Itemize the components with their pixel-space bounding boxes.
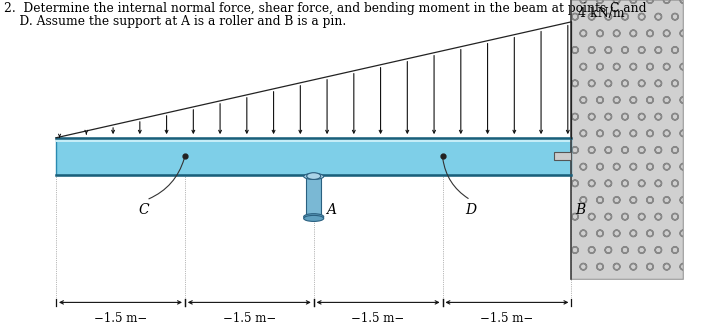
- Text: −1.5 m−: −1.5 m−: [351, 312, 404, 325]
- Ellipse shape: [304, 173, 324, 179]
- Text: 2.  Determine the internal normal force, shear force, and bending moment in the : 2. Determine the internal normal force, …: [4, 2, 646, 15]
- Bar: [571, 0, 683, 279]
- Circle shape: [307, 173, 320, 179]
- Bar: [571, 0, 683, 279]
- Text: C: C: [139, 203, 149, 217]
- Text: −1.5 m−: −1.5 m−: [480, 312, 533, 325]
- Bar: [56, 138, 571, 175]
- Ellipse shape: [304, 214, 324, 220]
- Text: D. Assume the support at A is a roller and B is a pin.: D. Assume the support at A is a roller a…: [4, 15, 346, 28]
- Text: B: B: [575, 203, 585, 217]
- Bar: [306, 175, 321, 218]
- Text: D: D: [465, 203, 476, 217]
- Ellipse shape: [304, 215, 324, 221]
- Bar: [56, 138, 571, 142]
- Bar: [554, 152, 571, 160]
- Text: −1.5 m−: −1.5 m−: [223, 312, 276, 325]
- Text: A: A: [327, 203, 336, 217]
- Text: −1.5 m−: −1.5 m−: [94, 312, 147, 325]
- Text: 4 kN/m: 4 kN/m: [578, 7, 625, 20]
